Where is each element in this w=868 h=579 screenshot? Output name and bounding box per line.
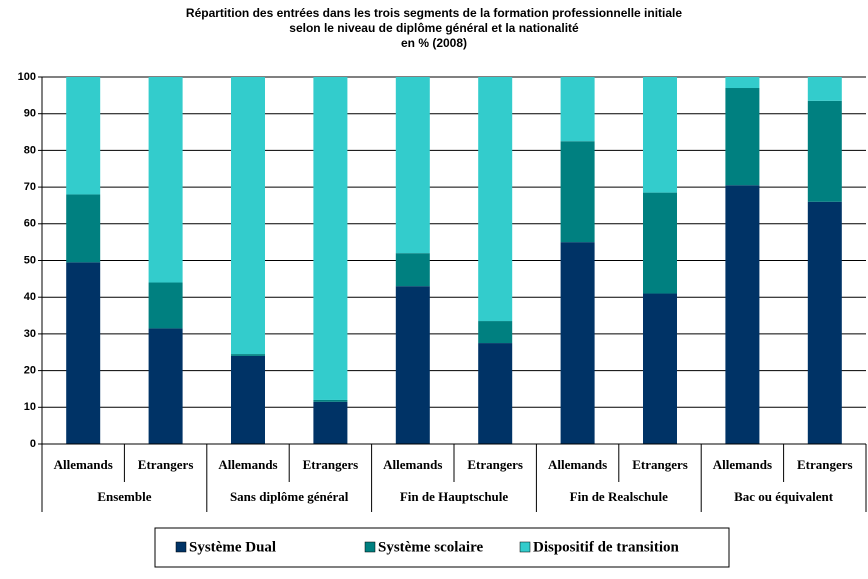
- bar-segment: [313, 77, 348, 400]
- bar-segment: [725, 88, 760, 186]
- y-tick-label: 40: [24, 291, 36, 303]
- legend-label: Système scolaire: [378, 539, 483, 555]
- bar-segment: [478, 321, 513, 344]
- legend-swatch: [364, 541, 376, 553]
- x-tick-label: Allemands: [54, 457, 113, 472]
- bar-segment: [231, 355, 265, 444]
- bar-segment: [313, 399, 348, 402]
- bar-segment: [395, 77, 430, 254]
- group-label: Bac ou équivalent: [734, 489, 834, 504]
- chart-title: en % (2008): [401, 36, 467, 50]
- bar-segment: [643, 293, 677, 444]
- x-tick-label: Allemands: [218, 457, 277, 472]
- group-label: Fin de Realschule: [570, 489, 668, 504]
- bar-segment: [478, 77, 513, 322]
- bar-segment: [478, 343, 513, 444]
- bar-segment: [313, 401, 348, 444]
- group-label: Sans diplôme général: [230, 489, 349, 504]
- bar-segment: [560, 242, 595, 444]
- chart-title: selon le niveau de diplôme général et la…: [289, 21, 579, 35]
- y-tick-label: 20: [24, 365, 36, 377]
- legend-label: Dispositif de transition: [533, 539, 680, 555]
- bar-segment: [560, 77, 595, 142]
- x-tick-label: Etrangers: [632, 457, 688, 472]
- bar-segment: [148, 282, 183, 329]
- bar-segment: [231, 77, 265, 355]
- x-tick-label: Allemands: [548, 457, 607, 472]
- bar-segment: [725, 185, 760, 444]
- bar-segment: [66, 262, 101, 444]
- bar-segment: [66, 194, 101, 263]
- bar-segment: [643, 192, 677, 294]
- legend-swatch: [175, 541, 187, 553]
- x-tick-label: Etrangers: [467, 457, 523, 472]
- legend-box: [154, 527, 730, 568]
- y-tick-label: 70: [24, 181, 36, 193]
- y-tick-label: 60: [24, 218, 36, 230]
- chart-title: Répartition des entrées dans les trois s…: [186, 6, 682, 20]
- x-tick-label: Etrangers: [138, 457, 194, 472]
- group-label: Fin de Hauptschule: [400, 489, 509, 504]
- bar-segment: [643, 77, 677, 193]
- y-tick-label: 0: [30, 438, 36, 450]
- x-tick-label: Etrangers: [797, 457, 853, 472]
- y-tick-label: 50: [24, 254, 36, 266]
- legend-label: Système Dual: [189, 539, 276, 555]
- bar-segment: [148, 328, 183, 444]
- bar-segment: [560, 141, 595, 243]
- bar-segment: [807, 201, 842, 444]
- bar-segment: [148, 77, 183, 283]
- bar-segment: [725, 77, 760, 89]
- bar-segment: [66, 77, 101, 195]
- bar-segment: [395, 286, 430, 444]
- x-tick-label: Allemands: [713, 457, 772, 472]
- y-tick-label: 90: [24, 108, 36, 120]
- bar-segment: [807, 100, 842, 202]
- bar-segment: [807, 77, 842, 101]
- y-tick-label: 10: [24, 401, 36, 413]
- legend-swatch: [519, 541, 531, 553]
- y-tick-label: 80: [24, 144, 36, 156]
- x-tick-label: Etrangers: [303, 457, 359, 472]
- x-tick-label: Allemands: [383, 457, 442, 472]
- bar-segment: [395, 253, 430, 287]
- y-tick-label: 100: [18, 71, 36, 83]
- bar-segment: [231, 354, 265, 356]
- y-tick-label: 30: [24, 328, 36, 340]
- group-label: Ensemble: [97, 489, 151, 504]
